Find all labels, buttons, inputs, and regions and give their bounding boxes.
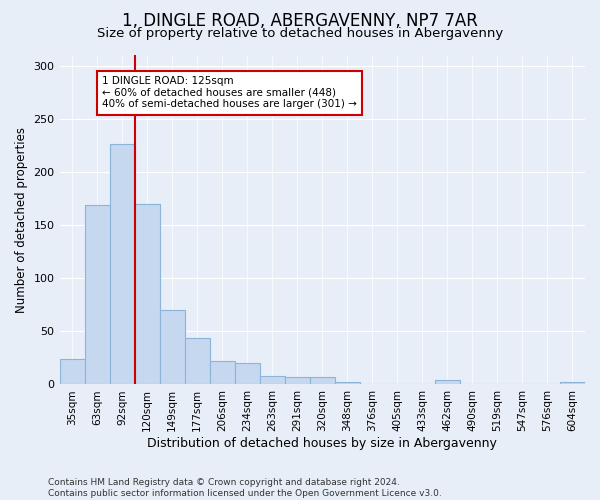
Bar xyxy=(335,382,360,384)
Text: 1 DINGLE ROAD: 125sqm
← 60% of detached houses are smaller (448)
40% of semi-det: 1 DINGLE ROAD: 125sqm ← 60% of detached … xyxy=(102,76,357,110)
Bar xyxy=(134,204,160,384)
X-axis label: Distribution of detached houses by size in Abergavenny: Distribution of detached houses by size … xyxy=(148,437,497,450)
Text: Size of property relative to detached houses in Abergavenny: Size of property relative to detached ho… xyxy=(97,28,503,40)
Bar xyxy=(110,144,134,384)
Bar xyxy=(59,359,85,384)
Bar xyxy=(560,382,585,384)
Bar xyxy=(160,310,185,384)
Bar xyxy=(235,363,260,384)
Y-axis label: Number of detached properties: Number of detached properties xyxy=(15,126,28,312)
Bar xyxy=(260,376,285,384)
Text: 1, DINGLE ROAD, ABERGAVENNY, NP7 7AR: 1, DINGLE ROAD, ABERGAVENNY, NP7 7AR xyxy=(122,12,478,30)
Bar xyxy=(209,361,235,384)
Text: Contains HM Land Registry data © Crown copyright and database right 2024.
Contai: Contains HM Land Registry data © Crown c… xyxy=(48,478,442,498)
Bar xyxy=(435,380,460,384)
Bar xyxy=(85,205,110,384)
Bar xyxy=(285,377,310,384)
Bar xyxy=(185,338,209,384)
Bar xyxy=(310,377,335,384)
